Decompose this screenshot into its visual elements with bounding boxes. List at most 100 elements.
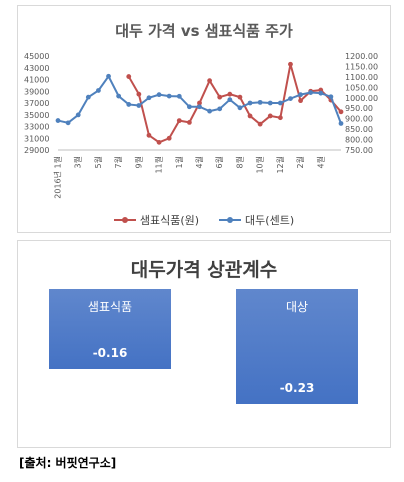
- x-tick-label: 11월: [154, 156, 164, 174]
- sampyo-data-point: [126, 74, 132, 79]
- daedu-data-point: [116, 93, 122, 99]
- x-tick-label: 4월: [194, 156, 204, 168]
- daedu-data-point: [136, 103, 142, 108]
- sampyo-data-point: [136, 91, 142, 97]
- sampyo-data-point: [146, 132, 152, 138]
- bar-category-label: 샘표식품: [88, 300, 132, 314]
- source-label: [출처: 버핏연구소]: [19, 456, 117, 470]
- y-right-tick-label: 750.00: [345, 146, 373, 155]
- sampyo-data-point: [227, 91, 233, 97]
- x-tick-label: 5월: [93, 156, 103, 168]
- y-left-tick-label: 29000: [24, 146, 49, 155]
- sampyo-data-point: [207, 78, 213, 84]
- correlation-chart-svg: 샘표식품 -0.16 대상 -0.23: [49, 289, 358, 404]
- sampyo-data-point: [237, 94, 243, 100]
- y-right-tick-label: 950.00: [345, 104, 373, 113]
- daedu-data-point: [96, 88, 101, 93]
- correlation-chart-title: 대두가격 상관계수: [130, 259, 278, 281]
- sampyo-data-point: [277, 115, 283, 121]
- x-tick-label: 10월: [255, 156, 265, 174]
- sampyo-data-point: [298, 98, 303, 104]
- y-left-tick-label: 35000: [24, 111, 49, 120]
- y-right-tick-label: 800.00: [345, 136, 373, 145]
- correlation-bar: [49, 289, 171, 369]
- daedu-data-point: [237, 105, 243, 111]
- legend-label-daedu: 대두(센트): [245, 214, 295, 227]
- daedu-data-point: [207, 108, 213, 114]
- daedu-data-point: [176, 93, 182, 99]
- bar-category-label: 대상: [286, 300, 308, 314]
- daedu-data-point: [197, 104, 202, 110]
- sampyo-data-point: [156, 139, 162, 145]
- daedu-data-point: [186, 104, 192, 110]
- daedu-data-point: [126, 102, 132, 107]
- correlation-bar: [236, 289, 358, 404]
- y-left-tick-label: 45000: [24, 52, 49, 61]
- daedu-data-point: [217, 106, 223, 112]
- y-right-tick-label: 1150.00: [345, 62, 378, 71]
- legend-swatch-daedu: [219, 215, 242, 225]
- daedu-data-point: [247, 100, 253, 106]
- sampyo-data-point: [186, 119, 192, 125]
- x-tick-label: 9월: [133, 156, 143, 168]
- sampyo-data-point: [197, 100, 202, 106]
- daedu-data-point: [146, 95, 152, 101]
- x-tick-label: 7월: [113, 156, 123, 168]
- legend-item-sampyo: 샘표식품(원): [113, 212, 200, 228]
- x-tick-label: 1월: [174, 156, 184, 168]
- daedu-data-point: [267, 100, 273, 106]
- sampyo-data-point: [166, 135, 172, 141]
- daedu-data-point: [288, 96, 293, 102]
- line-chart-title: 대두 가격 vs 샘표식품 주가: [115, 22, 293, 40]
- y-left-tick-label: 31000: [24, 134, 49, 143]
- y-left-tick-label: 43000: [24, 64, 49, 73]
- y-right-tick-label: 1200.00: [345, 52, 378, 61]
- bar-value-label: -0.16: [93, 346, 128, 360]
- sampyo-data-point: [247, 113, 253, 119]
- x-tick-label: 4월: [315, 156, 325, 168]
- correlation-chart-panel: 대두가격 상관계수 샘표식품 -0.16 대상 -0.23: [17, 240, 391, 448]
- x-tick-label: 2월: [295, 156, 305, 168]
- line-chart-panel: 대두 가격 vs 샘표식품 주가 45000 43000 41000 39000 370…: [17, 5, 391, 233]
- sampyo-data-point: [176, 118, 182, 124]
- line-chart-svg: 45000 43000 41000 39000 37000 35000 33000 31000…: [24, 52, 378, 199]
- daedu-data-point: [227, 97, 233, 103]
- y-right-tick-label: 1000.00: [345, 94, 378, 103]
- sampyo-data-point: [217, 94, 223, 100]
- daedu-data-point: [257, 99, 263, 105]
- daedu-data-point: [75, 112, 81, 118]
- daedu-data-point: [277, 100, 283, 106]
- legend-item-daedu: 대두(센트): [219, 212, 294, 228]
- y-left-tick-label: 41000: [24, 76, 49, 85]
- daedu-data-point: [338, 121, 344, 126]
- x-tick-label: 2016년 1월: [53, 156, 63, 199]
- y-left-tick-label: 37000: [24, 99, 49, 108]
- daedu-data-point: [156, 92, 162, 98]
- y-left-tick-label: 39000: [24, 87, 49, 96]
- sampyo-data-point: [338, 109, 344, 115]
- x-tick-label: 6월: [214, 156, 224, 168]
- x-tick-label: 8월: [234, 156, 244, 168]
- x-tick-label: 3월: [73, 156, 83, 168]
- daedu-data-point: [318, 90, 324, 96]
- daedu-data-point: [106, 73, 111, 79]
- legend-label-sampyo: 샘표식품(원): [139, 214, 200, 227]
- daedu-data-point: [328, 94, 334, 100]
- sampyo-data-point: [257, 121, 263, 127]
- y-right-tick-label: 1050.00: [345, 83, 378, 92]
- y-right-tick-label: 900.00: [345, 115, 373, 124]
- sampyo-series-line: [127, 63, 342, 144]
- daedu-data-point: [166, 93, 172, 99]
- y-right-tick-label: 1100.00: [345, 73, 378, 82]
- daedu-data-point: [308, 90, 314, 95]
- line-chart-legend: 샘표식품(원) 대두(센트): [18, 212, 390, 228]
- sampyo-data-point: [267, 113, 273, 119]
- legend-swatch-sampyo: [113, 215, 136, 225]
- daedu-data-point: [298, 92, 303, 98]
- sampyo-data-point: [288, 61, 293, 67]
- daedu-data-point: [85, 94, 91, 100]
- y-right-tick-label: 850.00: [345, 125, 373, 134]
- y-left-tick-label: 33000: [24, 123, 49, 132]
- x-tick-label: 12월: [275, 156, 285, 174]
- daedu-data-point: [65, 120, 71, 126]
